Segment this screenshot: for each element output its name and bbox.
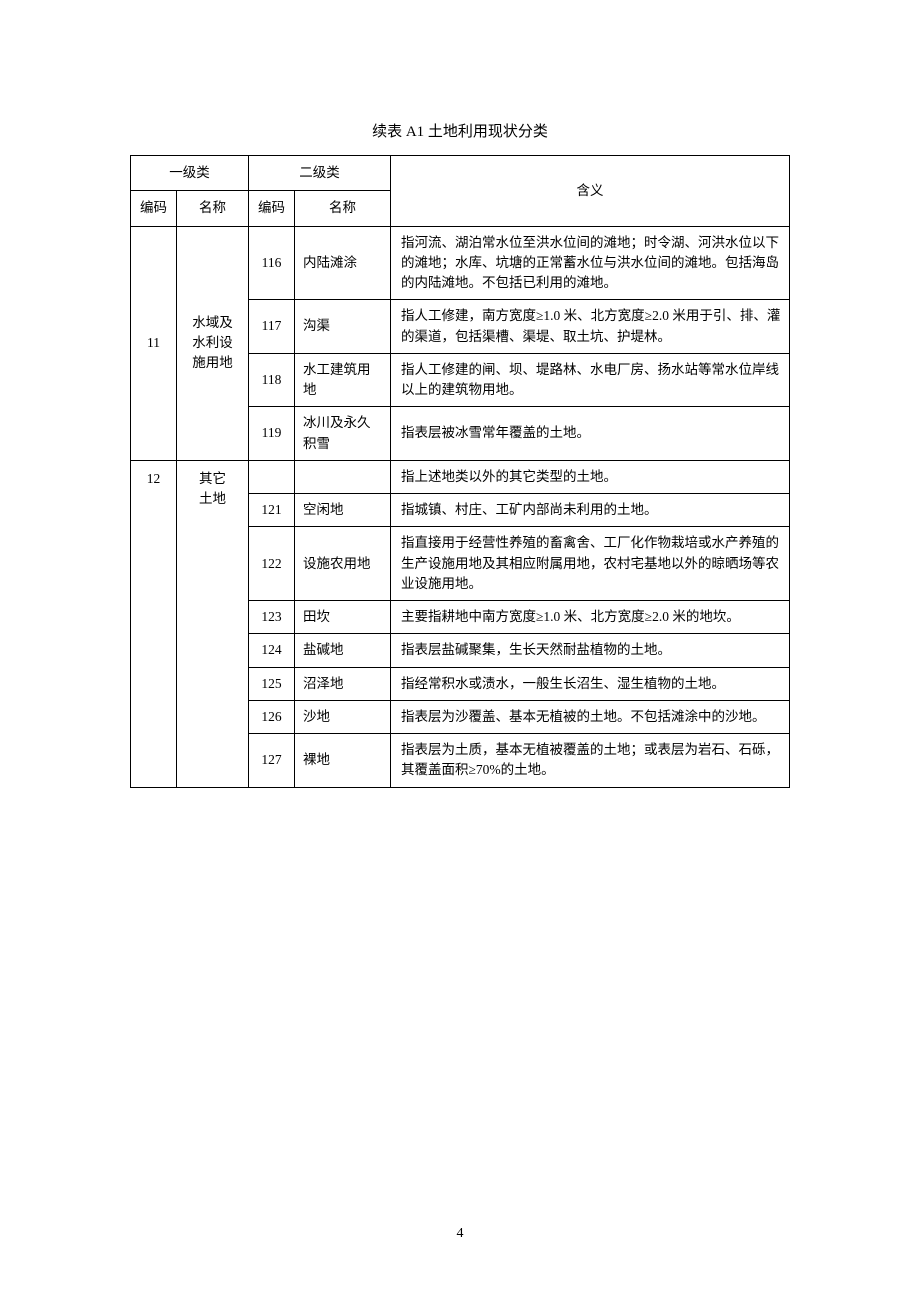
cell-meaning: 指人工修建，南方宽度≥1.0 米、北方宽度≥2.0 米用于引、排、灌的渠道，包括… — [391, 300, 790, 354]
cell-code2: 125 — [249, 667, 295, 700]
cell-name2: 沼泽地 — [295, 667, 391, 700]
cell-code2: 119 — [249, 407, 295, 461]
cell-name2: 内陆滩涂 — [295, 226, 391, 300]
cell-meaning: 主要指耕地中南方宽度≥1.0 米、北方宽度≥2.0 米的地坎。 — [391, 601, 790, 634]
cell-code2: 122 — [249, 527, 295, 601]
cell-meaning: 指直接用于经营性养殖的畜禽舍、工厂化作物栽培或水产养殖的生产设施用地及其相应附属… — [391, 527, 790, 601]
table-row: 11水域及 水利设 施用地116内陆滩涂指河流、湖泊常水位至洪水位间的滩地；时令… — [131, 226, 790, 300]
cell-meaning: 指表层为沙覆盖、基本无植被的土地。不包括滩涂中的沙地。 — [391, 700, 790, 733]
cell-meaning: 指表层为土质，基本无植被覆盖的土地；或表层为岩石、石砾，其覆盖面积≥70%的土地… — [391, 734, 790, 788]
table-row: 12其它 土地指上述地类以外的其它类型的土地。 — [131, 460, 790, 493]
cell-name1: 其它 土地 — [177, 460, 249, 787]
cell-name1: 水域及 水利设 施用地 — [177, 226, 249, 460]
cell-code2: 118 — [249, 353, 295, 407]
classification-table: 一级类 二级类 含义 编码 名称 编码 名称 11水域及 水利设 施用地116内… — [130, 155, 790, 788]
cell-name2: 空闲地 — [295, 494, 391, 527]
page-number: 4 — [0, 1226, 920, 1242]
header-level1: 一级类 — [131, 156, 249, 191]
cell-code2: 127 — [249, 734, 295, 788]
cell-meaning: 指表层盐碱聚集，生长天然耐盐植物的土地。 — [391, 634, 790, 667]
table-caption: 续表 A1 土地利用现状分类 — [130, 120, 790, 141]
cell-name2: 水工建筑用地 — [295, 353, 391, 407]
cell-name2: 田坎 — [295, 601, 391, 634]
cell-code2: 123 — [249, 601, 295, 634]
header-meaning: 含义 — [391, 156, 790, 227]
cell-name2 — [295, 460, 391, 493]
cell-code1: 11 — [131, 226, 177, 460]
cell-meaning: 指城镇、村庄、工矿内部尚未利用的土地。 — [391, 494, 790, 527]
cell-code2: 126 — [249, 700, 295, 733]
header-name1: 名称 — [177, 191, 249, 226]
cell-meaning: 指经常积水或渍水，一般生长沼生、湿生植物的土地。 — [391, 667, 790, 700]
cell-meaning: 指表层被冰雪常年覆盖的土地。 — [391, 407, 790, 461]
cell-name2: 裸地 — [295, 734, 391, 788]
cell-code2: 117 — [249, 300, 295, 354]
header-name2: 名称 — [295, 191, 391, 226]
cell-code2: 121 — [249, 494, 295, 527]
cell-meaning: 指河流、湖泊常水位至洪水位间的滩地；时令湖、河洪水位以下的滩地；水库、坑塘的正常… — [391, 226, 790, 300]
cell-meaning: 指上述地类以外的其它类型的土地。 — [391, 460, 790, 493]
cell-name2: 沟渠 — [295, 300, 391, 354]
cell-code1: 12 — [131, 460, 177, 787]
cell-code2: 124 — [249, 634, 295, 667]
cell-name2: 冰川及永久积雪 — [295, 407, 391, 461]
header-code1: 编码 — [131, 191, 177, 226]
header-level2: 二级类 — [249, 156, 391, 191]
cell-name2: 沙地 — [295, 700, 391, 733]
cell-meaning: 指人工修建的闸、坝、堤路林、水电厂房、扬水站等常水位岸线以上的建筑物用地。 — [391, 353, 790, 407]
cell-name2: 盐碱地 — [295, 634, 391, 667]
cell-name2: 设施农用地 — [295, 527, 391, 601]
cell-code2: 116 — [249, 226, 295, 300]
cell-code2 — [249, 460, 295, 493]
header-code2: 编码 — [249, 191, 295, 226]
